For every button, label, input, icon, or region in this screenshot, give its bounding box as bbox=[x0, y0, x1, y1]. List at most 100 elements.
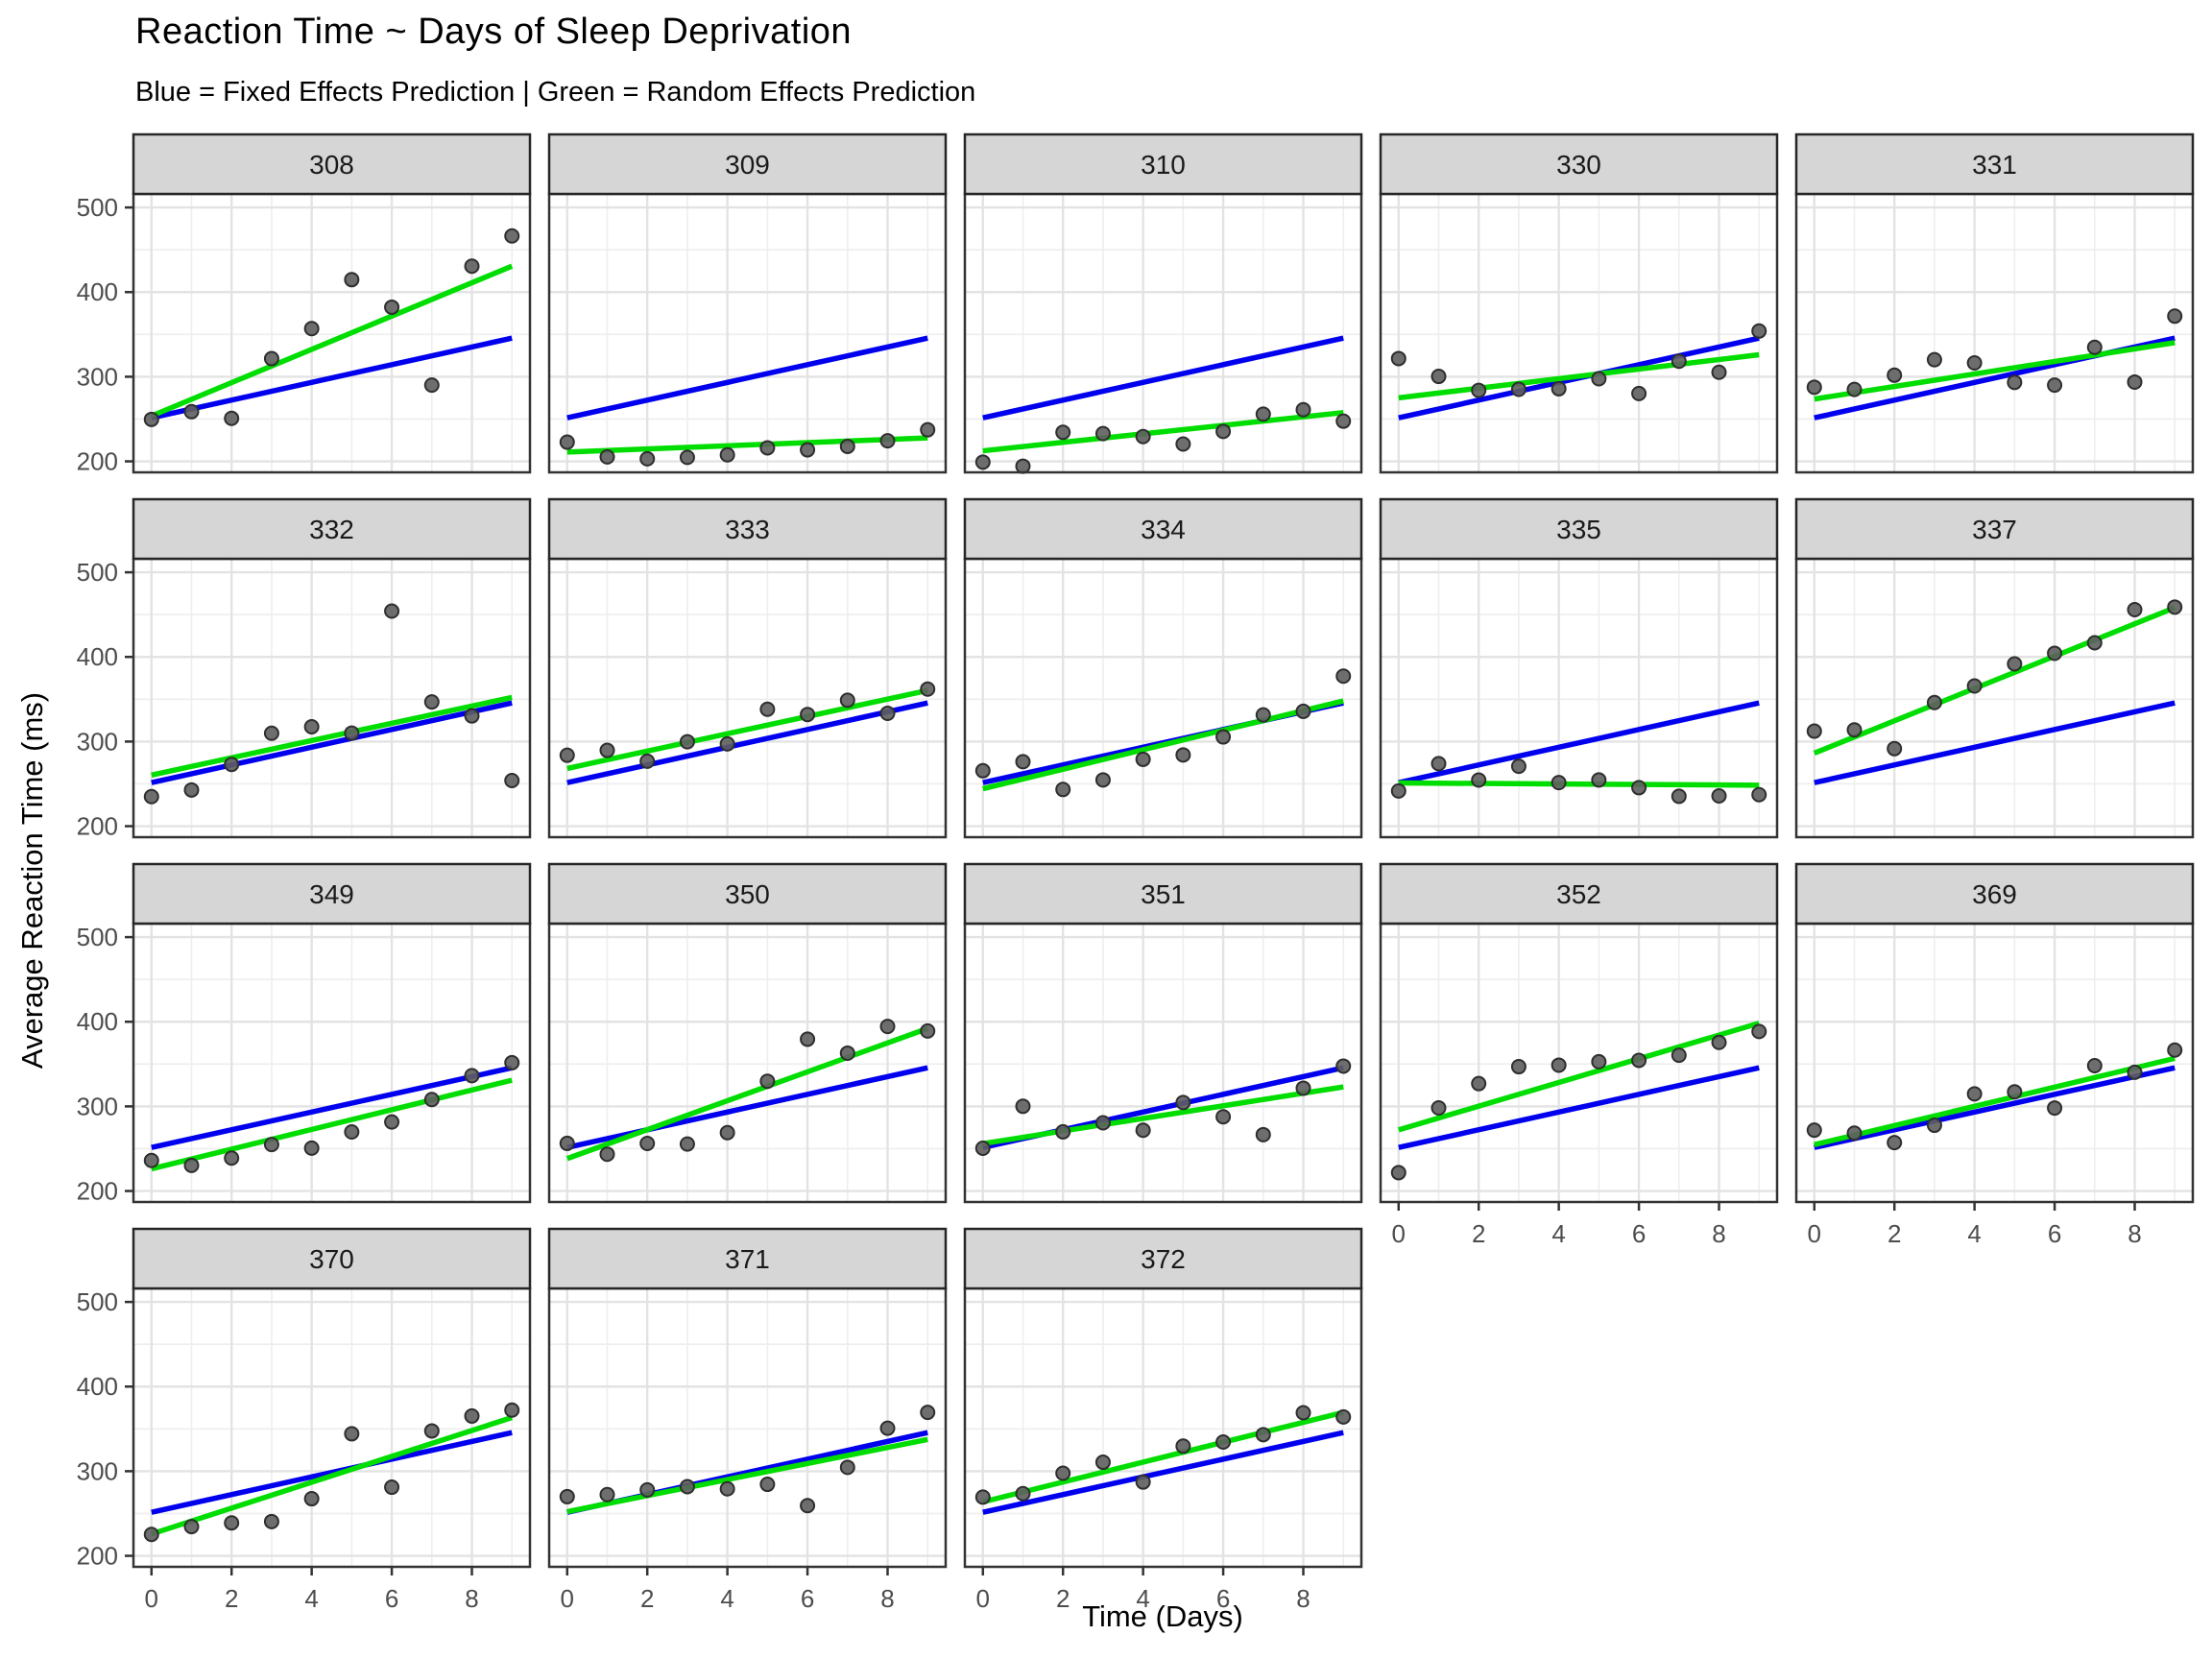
data-point bbox=[1806, 723, 1822, 739]
facet-strip-label: 350 bbox=[725, 879, 770, 909]
fixed-effects-line bbox=[982, 335, 1344, 421]
data-point bbox=[2086, 635, 2103, 651]
data-point bbox=[800, 442, 816, 458]
data-point bbox=[679, 1136, 695, 1152]
facet-strip bbox=[963, 1227, 1363, 1290]
data-point bbox=[1215, 423, 1232, 440]
data-point bbox=[839, 692, 855, 709]
x-tick-label: 8 bbox=[465, 1584, 478, 1613]
random-effects-line bbox=[1397, 1021, 1761, 1133]
data-point bbox=[679, 1479, 695, 1495]
data-point bbox=[1510, 758, 1527, 775]
data-point bbox=[719, 735, 735, 752]
data-point bbox=[719, 446, 735, 463]
y-tick-label: 300 bbox=[77, 1092, 118, 1120]
data-point bbox=[263, 1137, 279, 1153]
facet-332: 332 200 300 400 500 bbox=[77, 497, 532, 841]
facet-309: 309 bbox=[547, 132, 948, 474]
data-point bbox=[974, 762, 991, 779]
data-point bbox=[599, 1146, 615, 1163]
data-point bbox=[2167, 308, 2183, 325]
y-tick-label: 400 bbox=[77, 277, 118, 306]
data-point bbox=[1015, 754, 1031, 770]
data-point bbox=[759, 701, 776, 717]
data-point bbox=[384, 1479, 400, 1496]
facet-strip bbox=[1379, 862, 1779, 926]
data-point bbox=[263, 350, 279, 367]
x-tick-label: 4 bbox=[1551, 1219, 1565, 1248]
data-point bbox=[464, 258, 480, 275]
data-point bbox=[1510, 1059, 1527, 1075]
x-tick-label: 4 bbox=[1967, 1219, 1981, 1248]
data-point bbox=[1255, 707, 1271, 723]
data-point bbox=[224, 410, 240, 426]
facet-351: 351 bbox=[963, 862, 1363, 1204]
data-point bbox=[719, 1480, 735, 1497]
facet-strip bbox=[132, 862, 532, 926]
data-point bbox=[839, 1459, 855, 1476]
data-point bbox=[183, 781, 200, 798]
data-point bbox=[1846, 381, 1863, 397]
x-tick-label: 6 bbox=[1632, 1219, 1646, 1248]
facet-330: 330 bbox=[1379, 132, 1779, 474]
data-point bbox=[639, 1481, 656, 1498]
data-point bbox=[920, 1405, 936, 1421]
data-point bbox=[1135, 1474, 1151, 1490]
data-point bbox=[423, 1092, 440, 1108]
data-point bbox=[1215, 729, 1232, 745]
data-point bbox=[1510, 381, 1527, 397]
facet-strip bbox=[1379, 132, 1779, 196]
data-point bbox=[1295, 703, 1311, 719]
facet-strip-label: 334 bbox=[1141, 515, 1186, 544]
panel-background bbox=[965, 1288, 1361, 1567]
facet-strip-label: 308 bbox=[309, 150, 354, 180]
facet-370: 370 0 2 4 6 8 200 300 400 500 bbox=[77, 1227, 532, 1613]
data-point bbox=[1135, 751, 1151, 767]
facet-349: 349 200 300 400 500 bbox=[77, 862, 532, 1206]
data-point bbox=[303, 718, 320, 734]
data-point bbox=[1846, 1125, 1863, 1142]
facet-strip bbox=[547, 862, 948, 926]
x-tick-label: 6 bbox=[1216, 1584, 1230, 1613]
random-effects-line bbox=[982, 1409, 1344, 1505]
y-tick-label: 500 bbox=[77, 558, 118, 587]
data-point bbox=[504, 773, 520, 789]
data-point bbox=[1390, 350, 1407, 367]
fixed-effects-line bbox=[151, 1065, 513, 1150]
data-point bbox=[1055, 1465, 1071, 1481]
data-point bbox=[800, 1498, 816, 1514]
data-point bbox=[639, 1136, 656, 1152]
data-point bbox=[263, 725, 279, 741]
data-point bbox=[2047, 377, 2063, 394]
facet-strip bbox=[963, 862, 1363, 926]
x-tick-label: 0 bbox=[145, 1584, 158, 1613]
data-point bbox=[1295, 1405, 1311, 1421]
data-point bbox=[974, 454, 991, 470]
data-point bbox=[1751, 786, 1767, 803]
data-point bbox=[1335, 1408, 1352, 1425]
data-point bbox=[1671, 1047, 1687, 1064]
data-point bbox=[839, 438, 855, 454]
y-tick-label: 300 bbox=[77, 727, 118, 756]
data-point bbox=[303, 1491, 320, 1507]
random-effects-line bbox=[982, 1084, 1344, 1146]
x-tick-label: 6 bbox=[2048, 1219, 2061, 1248]
y-tick-label: 500 bbox=[77, 193, 118, 222]
facet-strip bbox=[1794, 132, 2195, 196]
x-tick-label: 8 bbox=[2128, 1219, 2141, 1248]
fixed-effects-line bbox=[1398, 700, 1760, 785]
data-point bbox=[384, 299, 400, 315]
panel-background bbox=[1381, 559, 1777, 837]
facet-strip-label: 351 bbox=[1141, 879, 1186, 909]
data-point bbox=[559, 434, 575, 450]
x-tick-label: 2 bbox=[1887, 1219, 1901, 1248]
plot-subtitle-legend: Blue = Fixed Effects Prediction | Green … bbox=[135, 77, 976, 108]
data-point bbox=[1094, 1455, 1111, 1471]
x-tick-label: 2 bbox=[1056, 1584, 1070, 1613]
facet-strip-label: 309 bbox=[725, 150, 770, 180]
data-point bbox=[1135, 428, 1151, 445]
x-tick-label: 2 bbox=[225, 1584, 238, 1613]
data-point bbox=[759, 1073, 776, 1090]
facet-331: 331 bbox=[1794, 132, 2195, 474]
data-point bbox=[1295, 1080, 1311, 1096]
